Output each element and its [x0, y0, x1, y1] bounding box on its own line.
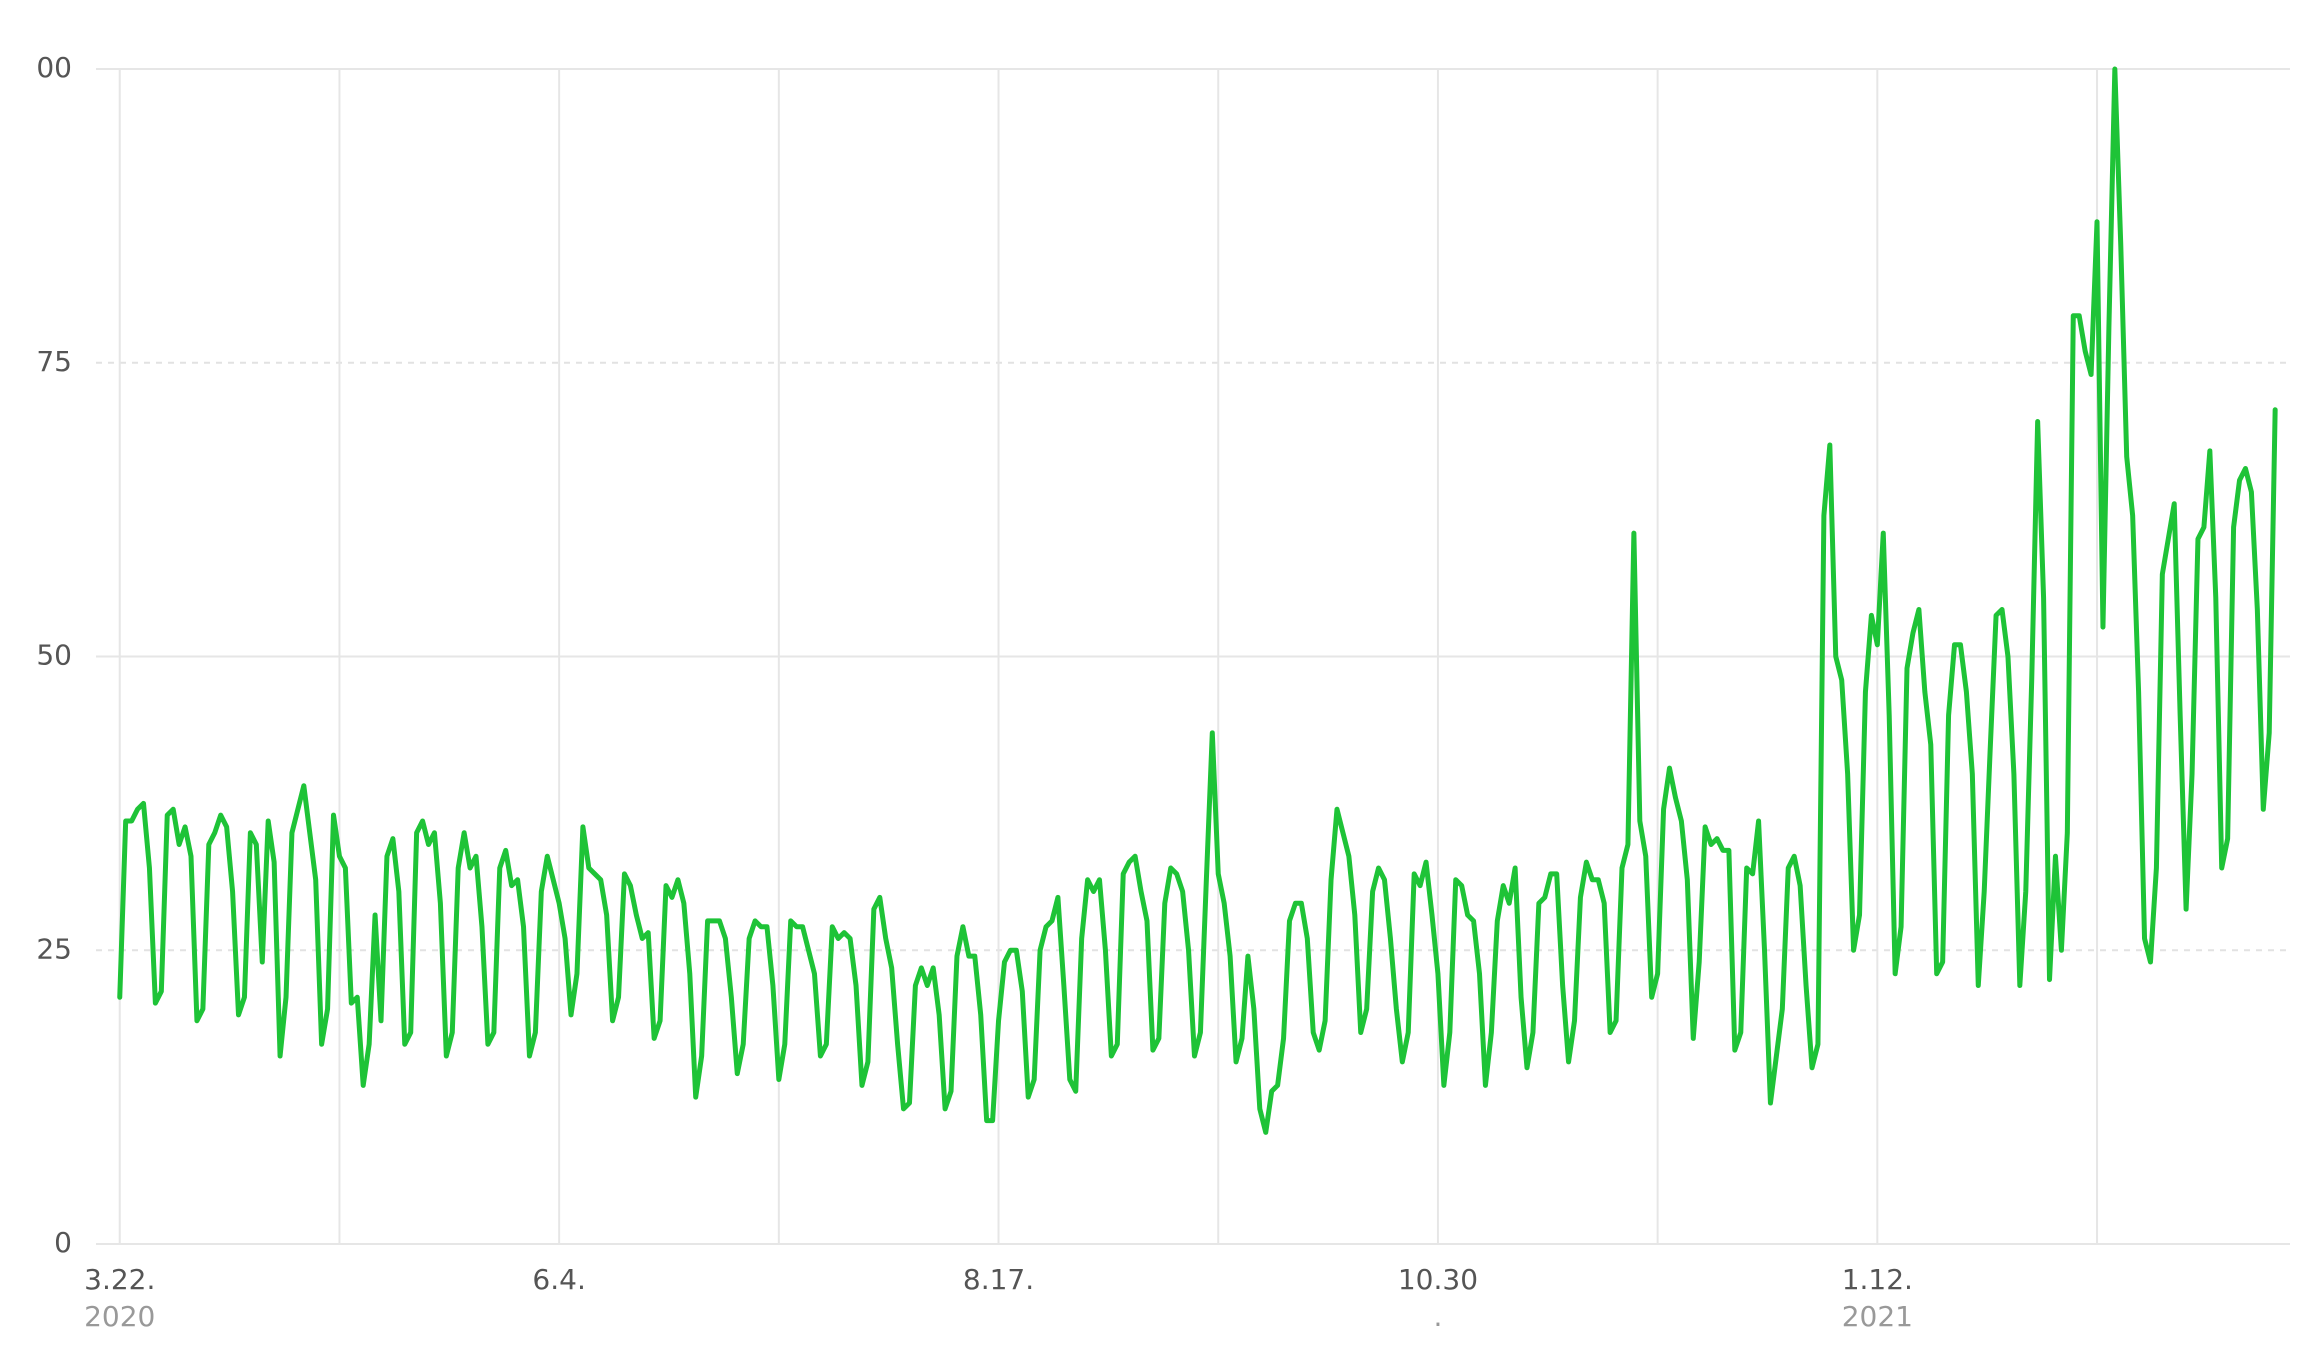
- x-tick-sublabel: .: [1433, 1300, 1442, 1333]
- y-tick-label: 0: [54, 1226, 72, 1259]
- x-tick-label: 1.12.: [1842, 1263, 1913, 1296]
- y-tick-label: 00: [36, 51, 72, 84]
- x-tick-label: 8.17.: [963, 1263, 1034, 1296]
- x-tick-label: 3.22.: [84, 1263, 155, 1296]
- y-tick-label: 75: [36, 345, 72, 378]
- x-tick-sublabel: 2020: [84, 1300, 155, 1333]
- x-tick-label: 10.30: [1398, 1263, 1478, 1296]
- x-tick-sublabel: 2021: [1842, 1300, 1913, 1333]
- y-tick-label: 25: [36, 932, 72, 965]
- data-line: [117, 66, 2278, 1135]
- y-tick-label: 50: [36, 639, 72, 672]
- x-tick-label: 6.4.: [532, 1263, 585, 1296]
